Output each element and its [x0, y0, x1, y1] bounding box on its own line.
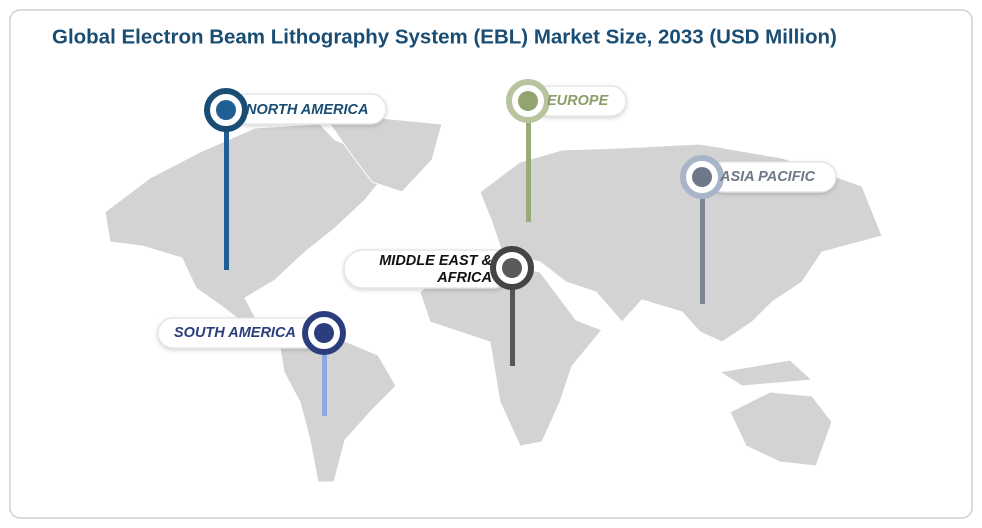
title: Global Electron Beam Lithography System …	[52, 25, 837, 48]
australia	[729, 391, 833, 467]
pin-stem	[322, 344, 327, 416]
pin-stem	[510, 280, 515, 366]
pin-north-america: NORTH AMERICA	[204, 88, 387, 270]
region-label: SOUTH AMERICA	[174, 325, 296, 341]
pin-stem	[700, 188, 705, 304]
pin-dot	[502, 258, 522, 278]
region-label: MIDDLE EAST &	[379, 253, 492, 269]
region-label: NORTH AMERICA	[246, 102, 368, 118]
pin-stem	[526, 112, 531, 222]
pin-dot	[518, 91, 538, 111]
pin-dot	[692, 167, 712, 187]
world-map	[104, 117, 883, 483]
north-america	[104, 123, 386, 331]
south-america	[277, 329, 397, 483]
pin-dot	[314, 323, 334, 343]
pin-stem	[224, 120, 229, 270]
region-label: AFRICA	[436, 270, 492, 286]
indonesia	[718, 359, 814, 387]
region-label: ASIA PACIFIC	[719, 169, 816, 185]
eurasia	[479, 143, 883, 343]
pin-dot	[216, 100, 236, 120]
pin-asia-pacific: ASIA PACIFIC	[680, 155, 837, 304]
region-label: EUROPE	[547, 93, 610, 109]
pin-europe: EUROPE	[506, 79, 627, 222]
greenland	[329, 117, 443, 193]
pin-middle-east-africa: MIDDLE EAST & AFRICA	[343, 246, 534, 366]
pin-south-america: SOUTH AMERICA	[157, 311, 346, 416]
